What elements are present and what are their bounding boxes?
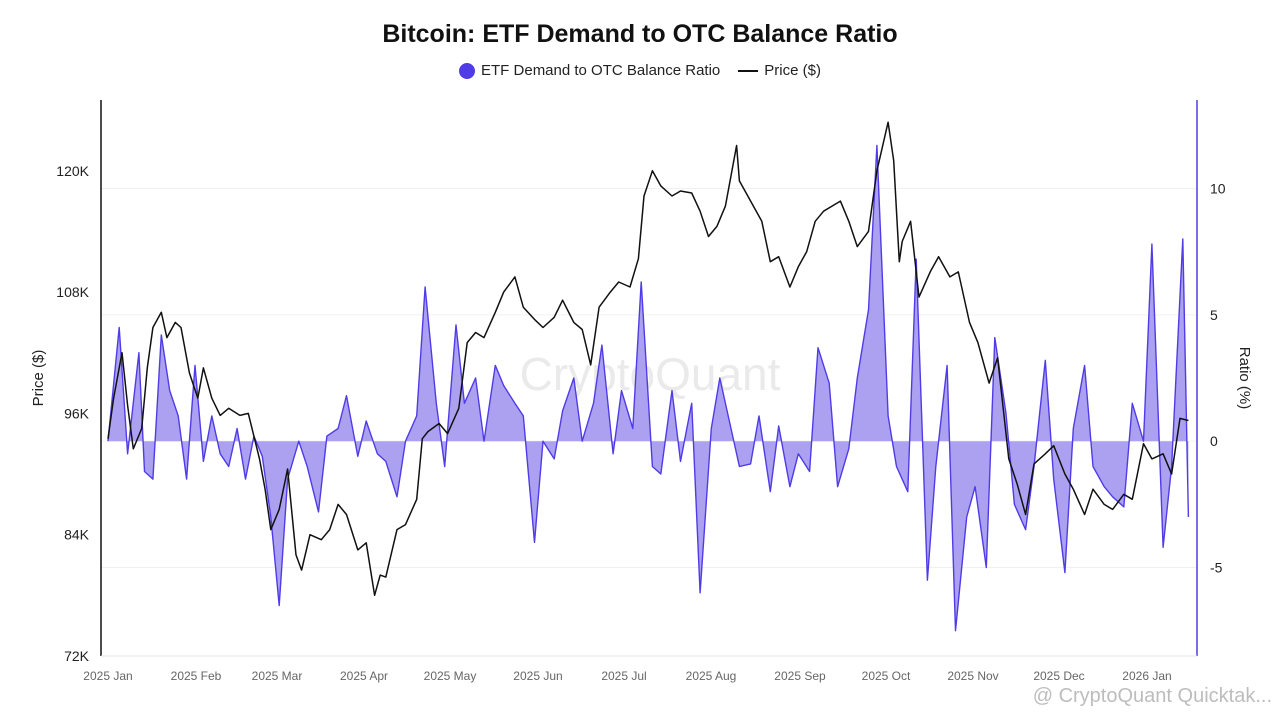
x-tick-label: 2025 Apr	[340, 669, 388, 683]
x-tick-label: 2025 Aug	[686, 669, 737, 683]
x-tick-label: 2025 Feb	[171, 669, 222, 683]
y-left-tick-label: 84K	[64, 527, 90, 543]
y-left-tick-label: 120K	[56, 163, 89, 179]
y-left-tick-label: 108K	[56, 284, 89, 300]
y-right-tick-label: 0	[1210, 433, 1218, 449]
y-right-tick-label: 10	[1210, 180, 1226, 196]
y-left-tick-label: 96K	[64, 405, 90, 421]
x-tick-label: 2025 Mar	[252, 669, 303, 683]
legend-line-icon	[738, 69, 759, 72]
x-tick-label: 2025 Sep	[774, 669, 826, 683]
legend-label-price: Price ($)	[764, 62, 821, 79]
y-right-axis-title: Ratio (%)	[1236, 347, 1253, 410]
x-tick-label: 2025 Nov	[947, 669, 998, 683]
footer-credit-text: @ CryptoQuant Quicktak...	[1033, 685, 1272, 707]
chart-title: Bitcoin: ETF Demand to OTC Balance Ratio	[382, 20, 898, 48]
legend-dot-icon	[459, 62, 476, 79]
legend-label-ratio: ETF Demand to OTC Balance Ratio	[481, 62, 721, 79]
ratio-series-line	[107, 144, 1190, 632]
x-tick-label: 2025 Jul	[601, 669, 646, 683]
x-tick-label: 2025 Oct	[862, 669, 911, 683]
y-left-axis-title: Price ($)	[30, 350, 47, 407]
legend-item-price[interactable]: Price ($)	[738, 62, 821, 79]
x-tick-label: 2025 Jan	[83, 669, 132, 683]
legend: ETF Demand to OTC Balance Ratio Price ($…	[0, 62, 1280, 79]
x-tick-label: 2025 Jun	[513, 669, 562, 683]
x-tick-label: 2025 Dec	[1033, 669, 1084, 683]
x-tick-label: 2026 Jan	[1122, 669, 1171, 683]
x-tick-label: 2025 May	[424, 669, 477, 683]
watermark-text: CryptoQuant	[520, 348, 781, 400]
legend-item-ratio[interactable]: ETF Demand to OTC Balance Ratio	[459, 62, 720, 79]
y-right-tick-label: -5	[1210, 560, 1223, 576]
y-right-tick-label: 5	[1210, 307, 1218, 323]
y-left-tick-label: 72K	[64, 648, 90, 664]
price-series-line	[107, 121, 1189, 597]
